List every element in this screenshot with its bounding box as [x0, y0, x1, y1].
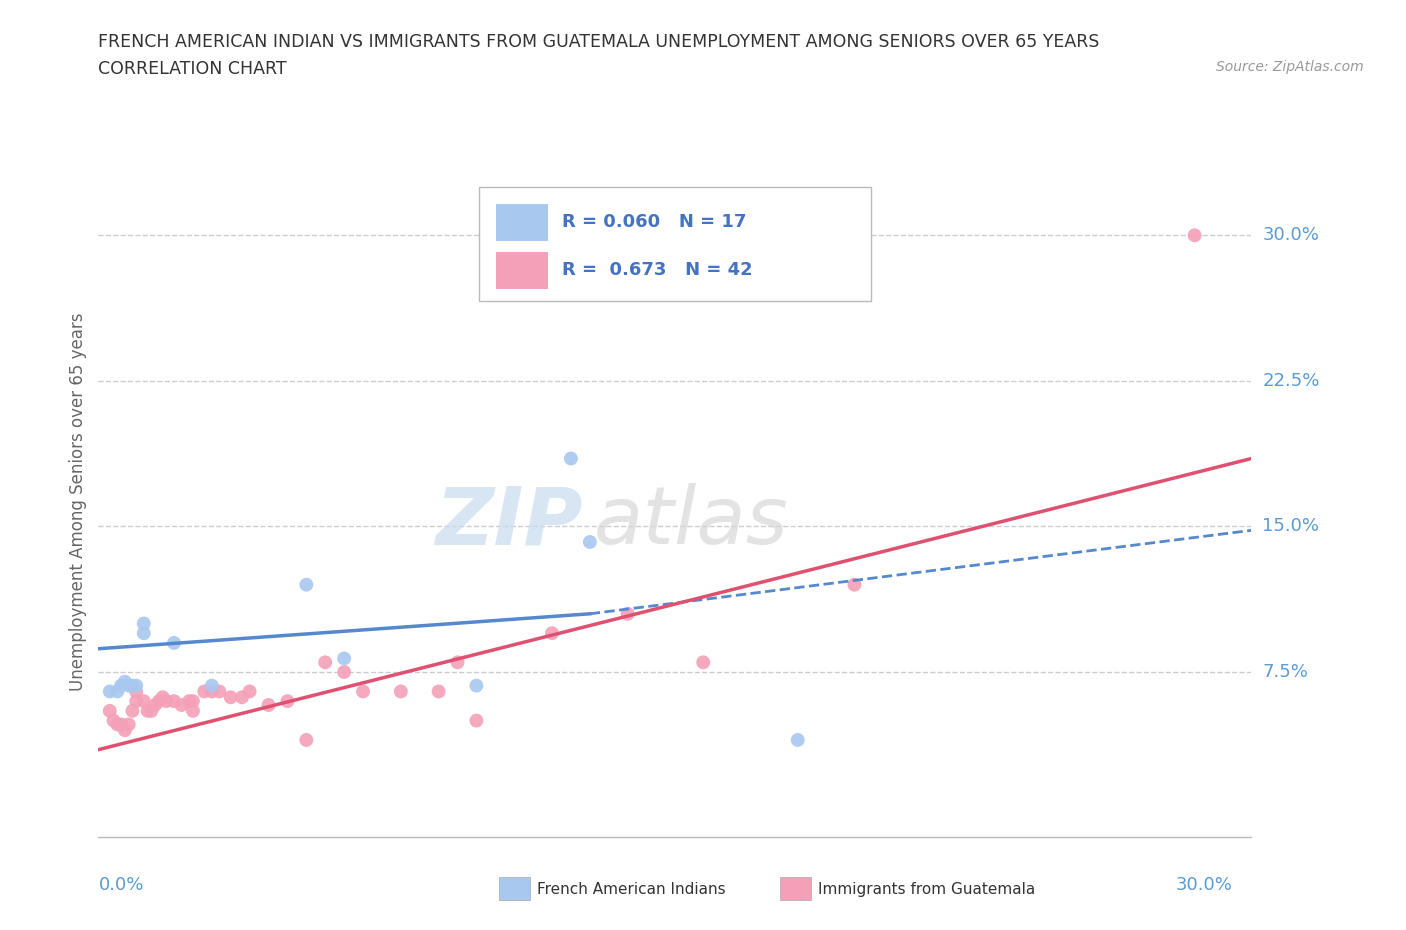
Point: [465, 678, 488, 693]
Point: [295, 578, 318, 592]
Point: [201, 684, 224, 698]
Point: [118, 717, 141, 732]
Point: [181, 703, 204, 718]
Point: [121, 678, 143, 693]
Point: [163, 694, 186, 709]
Point: [105, 717, 128, 732]
Point: [541, 626, 564, 641]
Point: [132, 616, 155, 631]
Point: [201, 678, 224, 693]
Text: Immigrants from Guatemala: Immigrants from Guatemala: [818, 882, 1036, 897]
Point: [103, 713, 125, 728]
Point: [179, 694, 201, 709]
Point: [110, 678, 132, 693]
Point: [118, 678, 141, 693]
Point: [389, 684, 412, 698]
Point: [446, 655, 468, 670]
Text: French American Indians: French American Indians: [537, 882, 725, 897]
Point: [257, 698, 280, 712]
Point: [121, 703, 143, 718]
Point: [219, 690, 242, 705]
Text: CORRELATION CHART: CORRELATION CHART: [98, 60, 287, 78]
Point: [136, 703, 159, 718]
Point: [148, 694, 170, 709]
Text: 15.0%: 15.0%: [1263, 517, 1319, 536]
Text: 22.5%: 22.5%: [1263, 372, 1320, 390]
Point: [125, 694, 148, 709]
Point: [844, 578, 866, 592]
Point: [141, 703, 163, 718]
Point: [692, 655, 714, 670]
Text: atlas: atlas: [595, 484, 789, 562]
Point: [193, 684, 215, 698]
Text: FRENCH AMERICAN INDIAN VS IMMIGRANTS FROM GUATEMALA UNEMPLOYMENT AMONG SENIORS O: FRENCH AMERICAN INDIAN VS IMMIGRANTS FRO…: [98, 33, 1099, 50]
Point: [208, 684, 231, 698]
Point: [170, 698, 193, 712]
Point: [352, 684, 374, 698]
Point: [239, 684, 262, 698]
Point: [579, 535, 602, 550]
Point: [105, 684, 128, 698]
Point: [152, 690, 174, 705]
Point: [132, 626, 155, 641]
Point: [295, 733, 318, 748]
Point: [181, 694, 204, 709]
Text: 7.5%: 7.5%: [1263, 663, 1309, 681]
Y-axis label: Unemployment Among Seniors over 65 years: Unemployment Among Seniors over 65 years: [69, 313, 87, 691]
Text: R = 0.060   N = 17: R = 0.060 N = 17: [562, 213, 747, 232]
Text: 30.0%: 30.0%: [1263, 226, 1319, 245]
Point: [1184, 228, 1206, 243]
Point: [231, 690, 253, 705]
Point: [155, 694, 177, 709]
Point: [427, 684, 450, 698]
Point: [276, 694, 298, 709]
Text: 0.0%: 0.0%: [98, 876, 143, 894]
Point: [333, 665, 356, 680]
Point: [616, 606, 638, 621]
Point: [786, 733, 808, 748]
Point: [98, 703, 121, 718]
Point: [98, 684, 121, 698]
Point: [314, 655, 336, 670]
FancyBboxPatch shape: [479, 188, 870, 301]
Text: Source: ZipAtlas.com: Source: ZipAtlas.com: [1216, 60, 1364, 74]
Text: 30.0%: 30.0%: [1175, 876, 1233, 894]
Point: [333, 651, 356, 666]
Point: [143, 698, 166, 712]
Text: ZIP: ZIP: [436, 484, 582, 562]
Point: [125, 678, 148, 693]
Point: [125, 684, 148, 698]
Point: [132, 694, 155, 709]
Point: [560, 451, 582, 466]
Point: [163, 635, 186, 650]
FancyBboxPatch shape: [496, 252, 548, 289]
Point: [114, 674, 136, 689]
Point: [465, 713, 488, 728]
Point: [114, 723, 136, 737]
FancyBboxPatch shape: [496, 205, 548, 241]
Text: R =  0.673   N = 42: R = 0.673 N = 42: [562, 260, 752, 279]
Point: [110, 717, 132, 732]
